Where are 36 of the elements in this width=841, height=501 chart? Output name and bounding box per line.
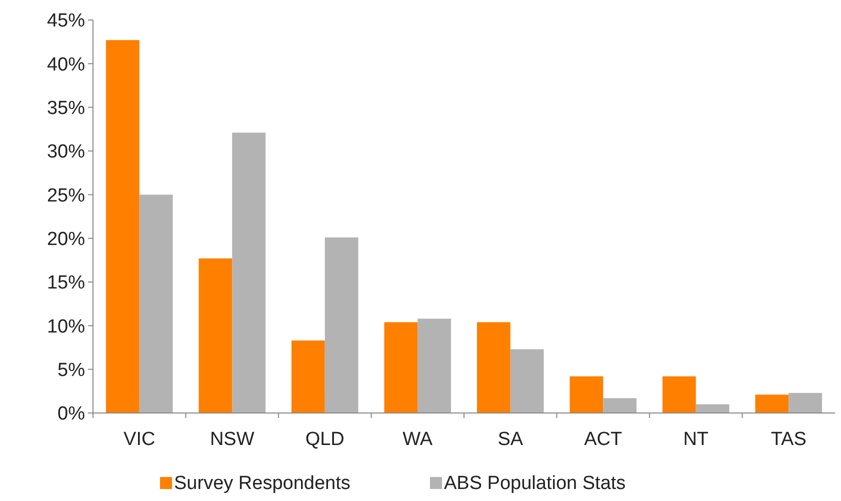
bar (755, 394, 789, 413)
x-tick-label: QLD (305, 429, 344, 450)
y-tick-label: 15% (46, 272, 86, 294)
y-tick-label: 10% (46, 316, 86, 338)
y-tick-label: 45% (46, 10, 86, 32)
bar (106, 40, 140, 413)
bar (418, 318, 452, 413)
y-tick-label: 20% (46, 228, 86, 250)
x-tick-label: TAS (770, 429, 806, 450)
x-tick-label: NT (683, 429, 709, 450)
y-tick-label: 0% (58, 404, 86, 425)
legend-label: ABS Population Stats (444, 473, 626, 494)
bar (198, 258, 232, 413)
y-tick-label: 30% (46, 142, 86, 163)
bar (384, 322, 418, 413)
bar (570, 376, 604, 413)
x-tick-label: NSW (210, 429, 254, 450)
x-tick-label: WA (402, 429, 433, 450)
bar (232, 132, 266, 413)
bar (324, 237, 358, 413)
x-tick-label: ACT (584, 429, 623, 450)
bar (476, 322, 510, 413)
bar (603, 398, 637, 413)
bar (510, 349, 544, 413)
x-tick-label: SA (498, 429, 524, 450)
y-tick-label: 35% (46, 98, 86, 119)
legend-label: Survey Respondents (174, 473, 350, 494)
y-tick-label: 25% (46, 185, 86, 206)
x-tick-label: VIC (124, 429, 156, 450)
bar (662, 376, 696, 413)
y-tick-label: 5% (58, 360, 86, 381)
bar (291, 340, 325, 413)
y-tick-label: 40% (46, 54, 86, 76)
bar (788, 392, 822, 413)
bar (139, 194, 173, 413)
bar (696, 404, 730, 413)
